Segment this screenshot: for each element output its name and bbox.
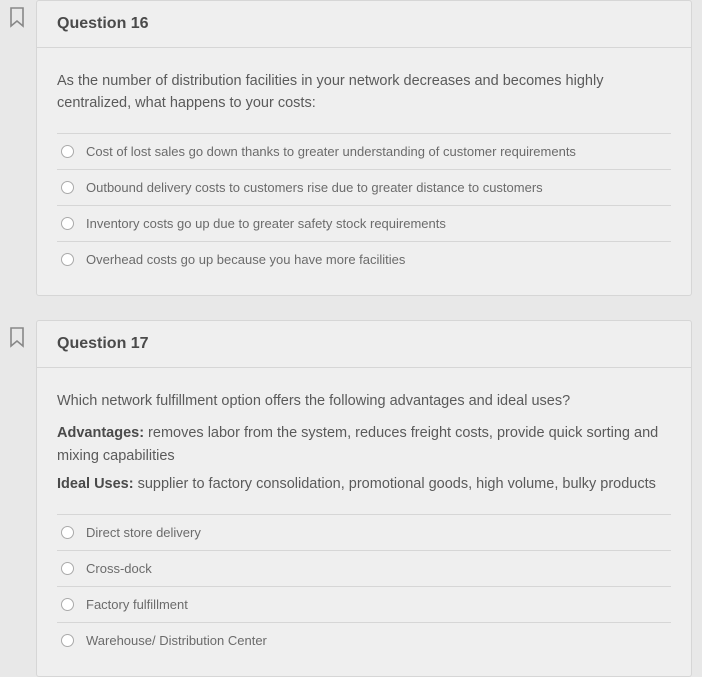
ideal-uses-label: Ideal Uses: [57, 476, 134, 492]
question-row: Question 16 As the number of distributio… [8, 0, 692, 296]
radio-icon[interactable] [61, 181, 74, 194]
radio-icon[interactable] [61, 634, 74, 647]
question-row: Question 17 Which network fulfillment op… [8, 320, 692, 677]
option-row[interactable]: Factory fulfillment [57, 587, 671, 623]
option-row[interactable]: Cross-dock [57, 551, 671, 587]
radio-icon[interactable] [61, 217, 74, 230]
ideal-line: Ideal Uses: supplier to factory consolid… [57, 473, 671, 495]
radio-icon[interactable] [61, 253, 74, 266]
page: Question 16 As the number of distributio… [0, 0, 702, 677]
bookmark-icon[interactable] [8, 6, 26, 28]
option-row[interactable]: Warehouse/ Distribution Center [57, 623, 671, 658]
option-label: Outbound delivery costs to customers ris… [86, 180, 543, 195]
option-label: Inventory costs go up due to greater saf… [86, 216, 446, 231]
question-17: Question 17 Which network fulfillment op… [8, 320, 692, 677]
option-row[interactable]: Direct store delivery [57, 515, 671, 551]
option-row[interactable]: Outbound delivery costs to customers ris… [57, 170, 671, 206]
question-card: Question 17 Which network fulfillment op… [36, 320, 692, 677]
option-label: Warehouse/ Distribution Center [86, 633, 267, 648]
advantages-text: removes labor from the system, reduces f… [57, 425, 658, 463]
advantages-line: Advantages: removes labor from the syste… [57, 422, 671, 467]
option-row[interactable]: Inventory costs go up due to greater saf… [57, 206, 671, 242]
radio-icon[interactable] [61, 145, 74, 158]
ideal-uses-text: supplier to factory consolidation, promo… [134, 476, 656, 492]
options-list: Cost of lost sales go down thanks to gre… [57, 133, 671, 277]
option-label: Overhead costs go up because you have mo… [86, 252, 405, 267]
prompt-line: Which network fulfillment option offers … [57, 390, 671, 412]
question-prompt: As the number of distribution facilities… [37, 48, 691, 133]
radio-icon[interactable] [61, 598, 74, 611]
option-row[interactable]: Cost of lost sales go down thanks to gre… [57, 134, 671, 170]
question-card: Question 16 As the number of distributio… [36, 0, 692, 296]
option-label: Cross-dock [86, 561, 152, 576]
question-title: Question 16 [37, 1, 691, 48]
radio-icon[interactable] [61, 526, 74, 539]
option-label: Factory fulfillment [86, 597, 188, 612]
question-16: Question 16 As the number of distributio… [8, 0, 692, 296]
option-label: Cost of lost sales go down thanks to gre… [86, 144, 576, 159]
bookmark-icon[interactable] [8, 326, 26, 348]
radio-icon[interactable] [61, 562, 74, 575]
option-label: Direct store delivery [86, 525, 201, 540]
question-prompt: Which network fulfillment option offers … [37, 368, 691, 514]
option-row[interactable]: Overhead costs go up because you have mo… [57, 242, 671, 277]
question-title: Question 17 [37, 321, 691, 368]
options-list: Direct store delivery Cross-dock Factory… [57, 514, 671, 658]
advantages-label: Advantages: [57, 425, 144, 441]
